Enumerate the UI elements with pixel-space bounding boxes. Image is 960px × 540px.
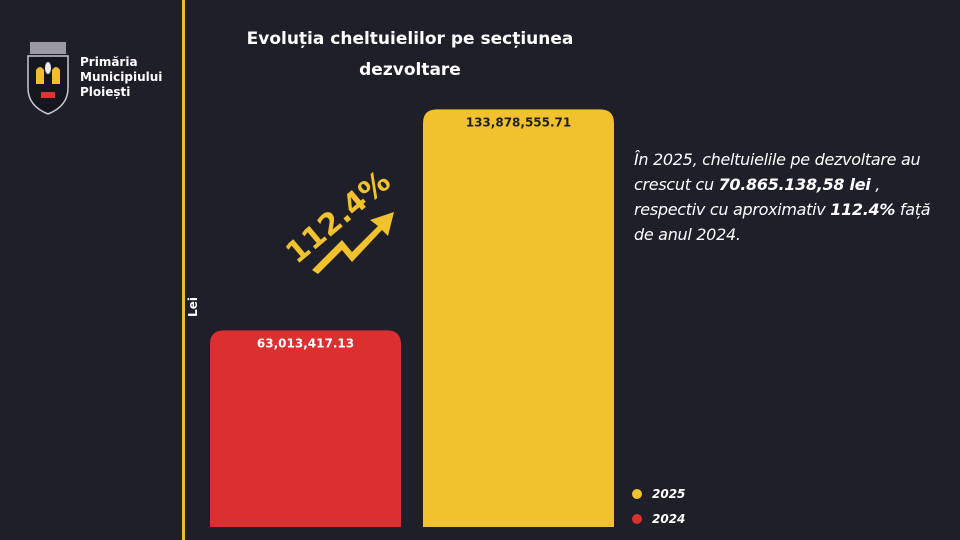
bar-2025 bbox=[423, 109, 614, 527]
desc-part: În 2025, cheltuielile pe dezvoltare au c… bbox=[634, 150, 921, 194]
data-label-2025: 133,878,555.71 bbox=[466, 115, 572, 129]
trend-up-arrow-icon bbox=[312, 212, 394, 274]
brand-line: Ploiești bbox=[80, 85, 131, 99]
desc-percent: 112.4% bbox=[830, 200, 896, 219]
data-label-2024: 63,013,417.13 bbox=[257, 336, 354, 350]
desc-amount: 70.865.138,58 lei bbox=[718, 175, 871, 194]
divider-line bbox=[182, 0, 185, 540]
coat-of-arms-logo bbox=[27, 42, 69, 115]
brand-line: Primăria bbox=[80, 55, 138, 69]
chart-title: Evoluția cheltuielilor pe secțiunea dezv… bbox=[215, 24, 605, 86]
description-text: În 2025, cheltuielile pe dezvoltare au c… bbox=[634, 147, 944, 247]
title-line: dezvoltare bbox=[359, 60, 461, 80]
bar-2024 bbox=[210, 330, 401, 527]
legend-label: 2024 bbox=[652, 512, 686, 526]
legend-item-2025: 2025 bbox=[632, 487, 685, 501]
legend-swatch bbox=[632, 489, 642, 499]
brand-name: Primăria Municipiului Ploiești bbox=[80, 55, 162, 100]
desc-part: , respectiv cu aproximativ bbox=[634, 175, 881, 219]
legend-label: 2025 bbox=[652, 487, 686, 501]
desc-part: față de anul 2024. bbox=[634, 200, 931, 244]
title-line: Evoluția cheltuielilor pe secțiunea bbox=[246, 29, 574, 49]
brand-line: Municipiului bbox=[80, 70, 163, 84]
legend-swatch bbox=[632, 514, 642, 524]
legend-item-2024: 2024 bbox=[632, 512, 685, 526]
